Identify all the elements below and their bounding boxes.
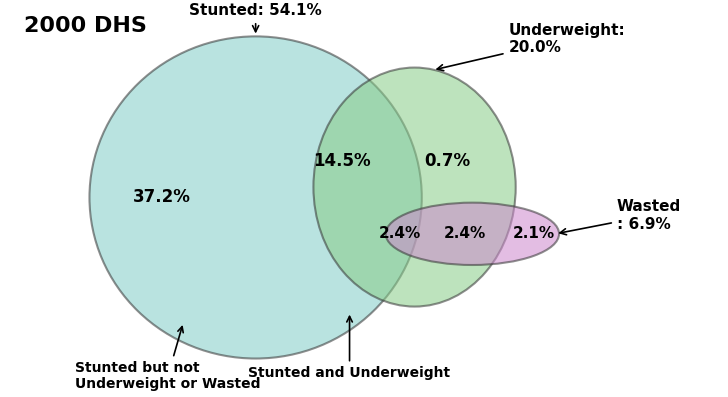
Text: 2.1%: 2.1% (513, 226, 555, 241)
Ellipse shape (314, 67, 515, 306)
Text: 0.7%: 0.7% (424, 152, 470, 170)
Text: 2.4%: 2.4% (379, 226, 422, 241)
Text: Wasted
: 6.9%: Wasted : 6.9% (560, 199, 681, 235)
Ellipse shape (90, 37, 422, 358)
Text: Stunted but not
Underweight or Wasted: Stunted but not Underweight or Wasted (75, 327, 261, 391)
Text: 37.2%: 37.2% (132, 189, 191, 206)
Ellipse shape (386, 202, 559, 265)
Text: 2.4%: 2.4% (444, 226, 486, 241)
Text: Stunted and Underweight: Stunted and Underweight (248, 316, 451, 380)
Text: 2000 DHS: 2000 DHS (25, 16, 147, 36)
Text: 14.5%: 14.5% (314, 152, 371, 170)
Text: Underweight:
20.0%: Underweight: 20.0% (437, 23, 625, 71)
Text: Stunted: 54.1%: Stunted: 54.1% (189, 3, 322, 32)
